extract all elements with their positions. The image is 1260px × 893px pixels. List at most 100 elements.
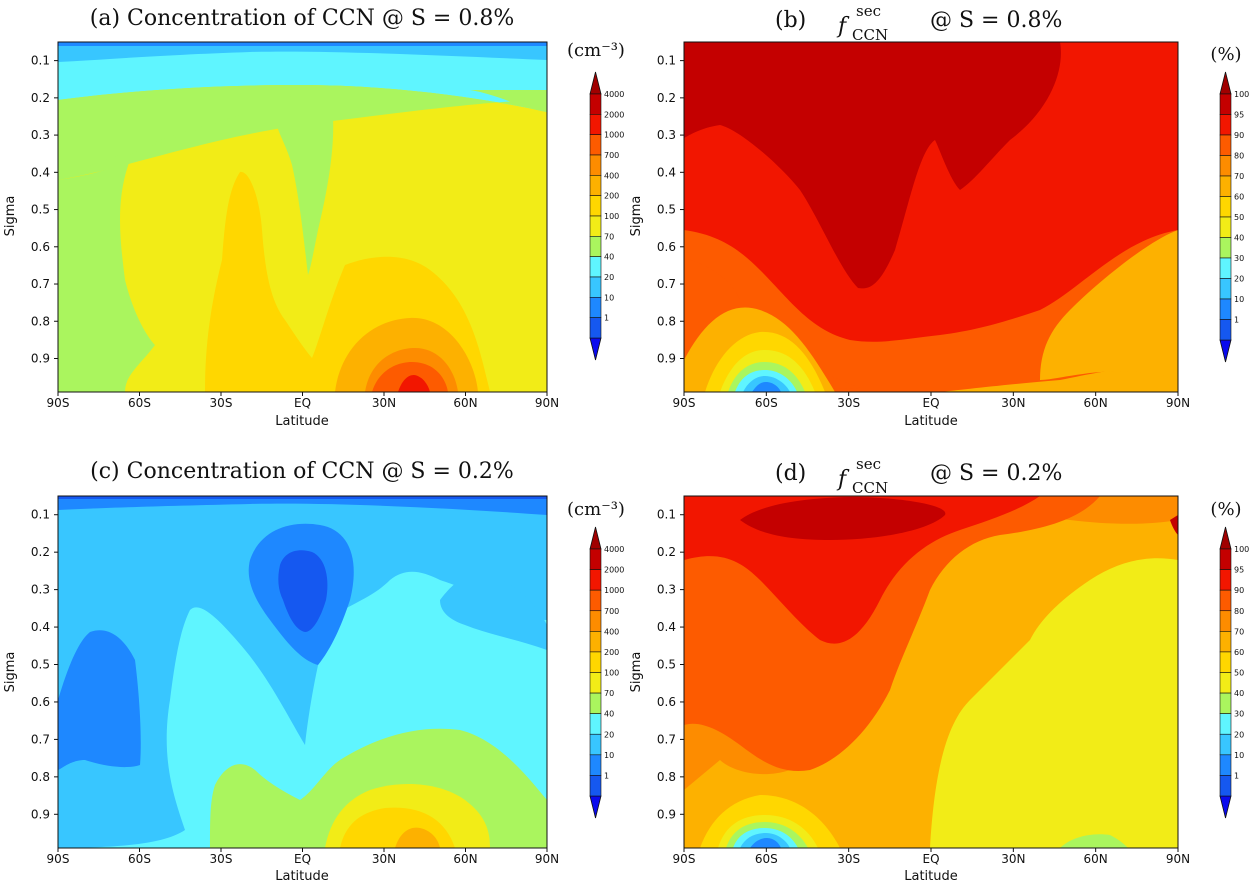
colorbar-b-label: 60 xyxy=(1234,193,1244,202)
panel-c-unit: (cm⁻³) xyxy=(567,499,625,520)
colorbar-c-segment xyxy=(589,631,602,653)
panel-c-plot xyxy=(58,496,547,848)
panel-c-ytick-label: 0.9 xyxy=(31,807,50,821)
colorbar-d-label: 70 xyxy=(1234,627,1244,636)
panel-b-f: f xyxy=(836,14,850,39)
colorbar-a-label: 2000 xyxy=(604,110,624,119)
colorbar-d-label: 90 xyxy=(1234,586,1244,595)
panel-b-xtick-label: 90S xyxy=(673,396,696,410)
panel-d-unit: (%) xyxy=(1210,499,1241,520)
panel-b-xtick-label: 60N xyxy=(1084,396,1108,410)
panel-b-ytick-label: 0.3 xyxy=(657,128,676,142)
panel-d-ylabel: Sigma xyxy=(629,652,644,693)
panel-c-ytick-label: 0.6 xyxy=(31,695,50,709)
panel-d-xtick-label: 60N xyxy=(1084,852,1108,866)
panel-d-xtick-label: 30N xyxy=(1001,852,1025,866)
b-fill-70-80-nh2 xyxy=(1040,230,1178,380)
panel-b-unit: (%) xyxy=(1210,44,1241,65)
colorbar-a-label: 10 xyxy=(604,293,614,302)
panel-d-f: f xyxy=(836,467,850,492)
panel-b-xtick-label: 90N xyxy=(1166,396,1190,410)
panel-c-ytick-label: 0.4 xyxy=(31,620,50,634)
panel-c-xtick-label: 30S xyxy=(210,852,233,866)
colorbar-c-segment xyxy=(589,569,602,591)
panel-b-ytick-label: 0.2 xyxy=(657,91,676,105)
panel-b-letter: (b) xyxy=(775,8,806,33)
c-fill-1-10-eq xyxy=(278,550,328,632)
panel-d-xtick-label: EQ xyxy=(922,852,939,866)
colorbar-d-label: 95 xyxy=(1234,566,1244,575)
panel-d-ytick-label: 0.1 xyxy=(657,508,676,522)
d-fill-10-20-sh xyxy=(750,838,781,848)
colorbar-d-label: 40 xyxy=(1234,689,1244,698)
c-fill-top-edge xyxy=(58,496,547,499)
a-fill-10-20 xyxy=(58,42,547,46)
colorbar-d-segment xyxy=(1219,589,1232,612)
panel-c-ytick-label: 0.8 xyxy=(31,770,50,784)
colorbar-d-segment xyxy=(1219,651,1232,673)
c-fill-400-700 xyxy=(395,827,440,848)
colorbar-a-bottom-arrow xyxy=(589,337,602,361)
panel-d-ytick-label: 0.2 xyxy=(657,545,676,559)
colorbar-c-segment xyxy=(589,589,602,612)
colorbar-c-label: 70 xyxy=(604,689,614,698)
panel-b-ytick-label: 0.8 xyxy=(657,314,676,328)
panel-a-xtick-label: 90S xyxy=(47,396,70,410)
panel-d-rest: @ S = 0.2% xyxy=(930,461,1062,486)
panel-b-xtick-label: 60S xyxy=(755,396,778,410)
panel-a-plot xyxy=(58,42,547,392)
colorbar-b-segment xyxy=(1219,155,1232,177)
axes-and-colorbars: 0.1 0.2 0.3 0.4 0.5 0.6 0.7 0.8 0.9 90S 60S 30S EQ 30… xyxy=(31,54,1249,866)
panel-a-ytick-label: 0.2 xyxy=(31,91,50,105)
colorbar-a-segment xyxy=(589,297,602,318)
panel-b-ytick-label: 0.1 xyxy=(657,54,676,68)
panel-a-xtick-label: 30N xyxy=(372,396,396,410)
colorbar-d-label: 10 xyxy=(1234,751,1244,760)
colorbar-a-label: 400 xyxy=(604,171,619,180)
panel-c-title: (c) Concentration of CCN @ S = 0.2% xyxy=(90,459,514,484)
colorbar-d-top-arrow xyxy=(1219,526,1232,550)
panel-d-ytick-label: 0.3 xyxy=(657,583,676,597)
colorbar-b-label: 100 xyxy=(1234,90,1249,99)
colorbar-d-segment xyxy=(1219,692,1232,714)
colorbar-d-segment xyxy=(1219,733,1232,756)
a-fill-70-100-upper xyxy=(58,115,240,180)
panel-d-xlabel: Latitude xyxy=(904,869,958,884)
colorbar-a-label: 100 xyxy=(604,212,619,221)
a-fill-20-40 xyxy=(58,42,547,62)
panel-c-xtick-label: 90N xyxy=(535,852,559,866)
colorbar-b-bottom-arrow xyxy=(1219,339,1232,363)
panel-a-ytick-label: 0.1 xyxy=(31,54,50,68)
panel-a-xtick-label: 60S xyxy=(128,396,151,410)
colorbar-d-label: 50 xyxy=(1234,669,1244,678)
colorbar-b-label: 90 xyxy=(1234,131,1244,140)
panel-b-sup: sec xyxy=(856,2,881,20)
panel-b-xtick-label: 30S xyxy=(837,396,860,410)
colorbar-d-label: 80 xyxy=(1234,607,1244,616)
colorbar-d-segment xyxy=(1219,672,1232,694)
panel-c-xtick-label: 60S xyxy=(128,852,151,866)
panel-b-ytick-label: 0.7 xyxy=(657,277,676,291)
panel-b-ytick-label: 0.4 xyxy=(657,165,676,179)
colorbar-c-label: 1000 xyxy=(604,586,624,595)
panel-a-ytick-label: 0.4 xyxy=(31,165,50,179)
panel-c-ylabel: Sigma xyxy=(3,652,18,693)
colorbar-b-label: 80 xyxy=(1234,152,1244,161)
colorbar-b-label: 20 xyxy=(1234,275,1244,284)
panel-a-ytick-label: 0.3 xyxy=(31,128,50,142)
panel-a-title: (a) Concentration of CCN @ S = 0.8% xyxy=(90,6,514,31)
panel-d-sub: CCN xyxy=(852,479,888,497)
colorbar-a-label: 4000 xyxy=(604,90,624,99)
panel-a-ytick-label: 0.8 xyxy=(31,314,50,328)
colorbar-a-segment xyxy=(589,154,602,176)
panel-a-xtick-label: 60N xyxy=(453,396,477,410)
panel-d-xtick-label: 90N xyxy=(1166,852,1190,866)
a-fill-40-70-edge xyxy=(58,85,547,180)
panel-b-plot xyxy=(684,42,1178,392)
colorbar-d-segment xyxy=(1219,610,1232,632)
panel-d-ytick-label: 0.4 xyxy=(657,620,676,634)
panel-c-ytick-label: 0.3 xyxy=(31,583,50,597)
c-fill-70-100-nh xyxy=(520,800,547,848)
colorbar-b-segment xyxy=(1219,196,1232,218)
